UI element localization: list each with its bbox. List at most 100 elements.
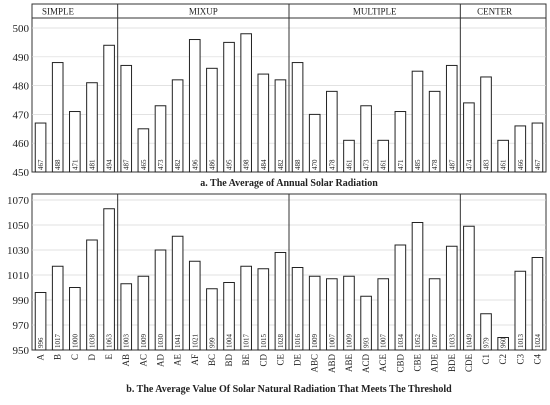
chart-a-bar — [480, 76, 492, 173]
chart-a-value-label: 471 — [71, 159, 79, 170]
chart-b-value-label: 1015 — [260, 334, 268, 349]
chart-b-value-label: 1009 — [311, 334, 319, 349]
chart-b-category-label: CD — [258, 354, 268, 367]
chart-a-value-label: 495 — [226, 159, 234, 170]
chart-a-value-label: 487 — [123, 159, 131, 170]
chart-b-bar — [360, 295, 372, 351]
chart-a-value-label: 483 — [483, 159, 491, 170]
chart-b-value-label: 1016 — [294, 334, 302, 349]
chart-b-ytick-label: 1010 — [7, 270, 30, 282]
chart-a-value-label: 498 — [243, 159, 251, 170]
chart-b-bar — [531, 257, 544, 351]
chart-a-value-label: 478 — [328, 159, 336, 170]
chart-a-bar — [326, 90, 338, 173]
chart-b-category-label: E — [104, 354, 114, 360]
chart-b-bar — [411, 222, 424, 351]
chart-b-bar — [51, 265, 64, 351]
chart-b-bar — [497, 337, 509, 351]
chart-b-value-label: 1033 — [448, 334, 456, 349]
chart-b-category-label: C1 — [481, 354, 491, 365]
chart-a-value-label: 482 — [277, 159, 285, 170]
chart-a-bar — [497, 139, 509, 173]
chart-a-value-label: 496 — [191, 159, 199, 170]
chart-b-category-label: CE — [275, 354, 285, 366]
chart-a-bar — [257, 73, 270, 173]
chart-b-bar — [188, 260, 201, 351]
chart-b-value-label: 1007 — [328, 334, 336, 349]
chart-a-value-label: 461 — [345, 159, 353, 170]
chart-a-group-label: MIXUP — [189, 7, 218, 17]
chart-b-value-label: 1030 — [157, 334, 165, 349]
chart-b-value-label: 999 — [208, 337, 216, 348]
chart-a-bar — [51, 62, 64, 173]
chart-a-value-label: 486 — [208, 159, 216, 170]
chart-a-bar — [103, 44, 115, 173]
chart-b-category-label: AB — [121, 354, 131, 367]
chart-b-bar — [428, 278, 441, 351]
chart-a-value-label: 488 — [54, 159, 62, 170]
chart-a-bar — [428, 90, 441, 173]
chart-b-bar — [308, 275, 321, 351]
chart-a-value-label: 485 — [414, 159, 422, 170]
chart-b-bar — [240, 265, 252, 351]
chart-a-bar — [86, 82, 98, 173]
chart-b-value-label: 1024 — [534, 334, 542, 349]
chart-a-bar — [291, 62, 304, 173]
chart-b-category-label: BD — [224, 354, 234, 367]
chart-a-ytick-label: 490 — [13, 52, 30, 64]
chart-b-value-label: 1049 — [465, 334, 473, 349]
chart-b-value-label: 1041 — [174, 334, 182, 349]
chart-b-value-label: 1034 — [397, 334, 405, 349]
chart-b-bar — [480, 313, 492, 351]
chart-a-group-label: SIMPLE — [42, 7, 75, 17]
chart-b-category-label: C4 — [532, 354, 542, 365]
chart-a-bar — [411, 70, 424, 173]
chart-b-bar — [377, 278, 390, 351]
chart-b-caption: b. The Average Value Of Solar Natural Ra… — [126, 384, 452, 395]
chart-a-value-label: 481 — [88, 159, 96, 170]
chart-b-bar — [274, 252, 287, 351]
chart-b-value-label: 1000 — [71, 334, 79, 349]
chart-b-bar — [291, 267, 304, 351]
chart-a-ytick-label: 480 — [13, 81, 30, 93]
chart-a-bar — [137, 128, 150, 173]
chart-a-bar — [308, 113, 321, 173]
chart-b-value-label: 1017 — [54, 334, 62, 349]
chart-b-category-label: CBE — [413, 354, 423, 372]
chart-a-bar — [274, 79, 287, 173]
chart-b-category-label: BC — [207, 354, 217, 366]
chart-b-value-label: 979 — [483, 337, 491, 348]
chart-b-category-label: B — [53, 354, 63, 360]
chart-b-bar — [326, 278, 338, 351]
chart-b-bar — [394, 244, 407, 351]
chart-a-bar — [240, 33, 252, 173]
chart-b-value-label: 993 — [363, 337, 371, 348]
chart-b-value-label: 1052 — [414, 334, 422, 349]
chart-a-bar — [445, 64, 458, 173]
chart-b-category-label: AD — [156, 354, 166, 367]
chart-b-category-label: A — [36, 354, 46, 361]
chart-a-bar — [514, 125, 527, 173]
chart-a-bar — [343, 139, 355, 173]
chart-a-bar — [188, 39, 201, 173]
chart-b-bar — [343, 275, 355, 351]
chart-b-value-label: 1021 — [191, 334, 199, 349]
chart-b-category-label: CDE — [464, 353, 474, 372]
chart-b-category-label: AE — [173, 354, 183, 366]
chart-b-category-label: C3 — [515, 354, 525, 365]
chart-a-value-label: 482 — [174, 159, 182, 170]
chart-a-value-label: 473 — [157, 159, 165, 170]
chart-a-group-label: MULTIPLE — [353, 7, 397, 17]
chart-b-ytick-label: 1030 — [7, 245, 30, 257]
chart-a-value-label: 467 — [37, 159, 45, 170]
chart-b-category-label: AC — [138, 354, 148, 367]
chart-b-category-label: AF — [190, 354, 200, 366]
chart-a-value-label: 465 — [140, 159, 148, 170]
chart-b-bar — [171, 235, 184, 351]
chart-b-value-label: 1063 — [106, 334, 114, 349]
chart-b-bar — [120, 283, 133, 351]
chart-a-value-label: 484 — [260, 159, 268, 170]
chart-b-ytick-label: 1050 — [7, 220, 30, 232]
chart-a-value-label: 494 — [106, 159, 114, 170]
chart-b-value-label: 1028 — [277, 334, 285, 349]
